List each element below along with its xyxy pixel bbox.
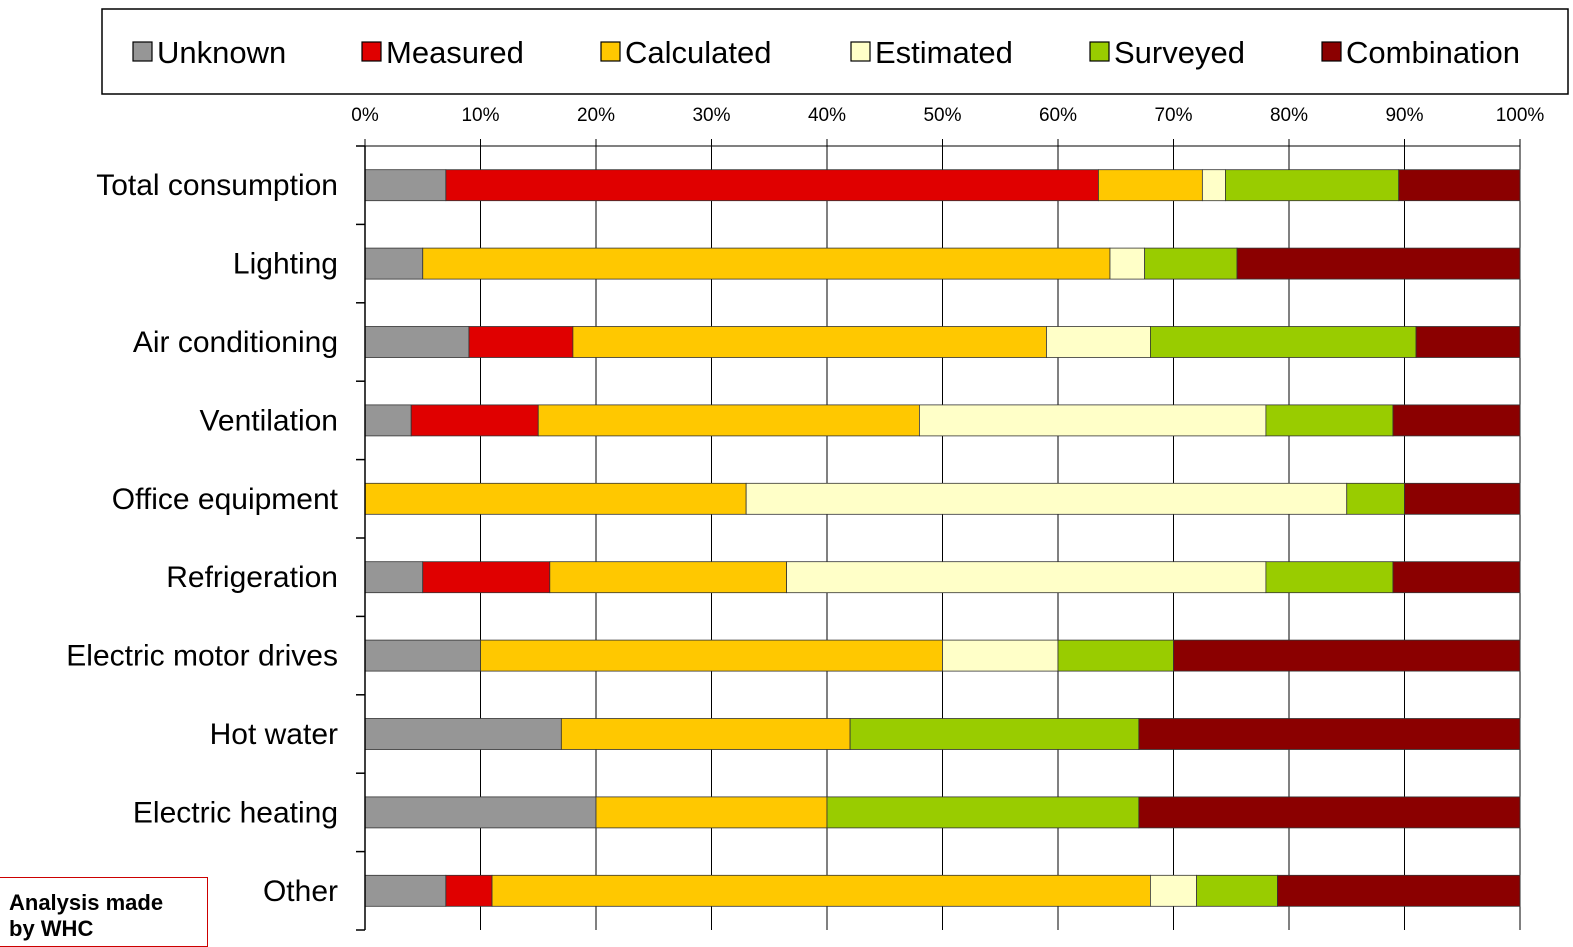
category-label: Electric motor drives	[66, 640, 338, 673]
bar-segment-estimated	[1109, 247, 1146, 280]
bar-segment-estimated	[1150, 874, 1198, 907]
bar-segment-measured	[468, 326, 574, 358]
bar-segment-calculated	[595, 796, 828, 829]
bar-segment-unknown	[364, 718, 562, 750]
bar-segment-combination	[1392, 561, 1521, 594]
legend-swatch-unknown	[132, 41, 153, 62]
legend: Unknown Measured Calculated Estimated Survey…	[132, 35, 1520, 70]
category-label: Electric heating	[133, 796, 338, 829]
bar-segment-surveyed	[1225, 169, 1400, 202]
bar-segment-calculated	[549, 561, 787, 594]
bar-segment-calculated	[1098, 169, 1203, 202]
bar-segment-unknown	[364, 796, 597, 829]
x-tick-label: 20%	[577, 105, 615, 126]
bar-segment-calculated	[364, 482, 747, 515]
bar-segment-combination	[1173, 639, 1521, 672]
bar-segment-measured	[445, 874, 493, 907]
analysis-note-line2: by WHC	[9, 916, 94, 941]
category-label: Hot water	[210, 718, 338, 751]
bar-segment-measured	[410, 404, 539, 437]
legend-label-combination: Combination	[1346, 35, 1520, 70]
bar-segment-estimated	[1046, 326, 1151, 358]
legend-label-unknown: Unknown	[157, 35, 286, 70]
bar-segment-estimated	[919, 404, 1267, 437]
category-label: Office equipment	[112, 483, 339, 516]
x-tick-label: 70%	[1154, 105, 1192, 126]
legend-swatch-measured	[361, 41, 382, 62]
bar-segment-unknown	[364, 639, 481, 672]
legend-label-calculated: Calculated	[625, 35, 771, 70]
category-label: Refrigeration	[166, 561, 338, 594]
category-label: Lighting	[233, 248, 338, 281]
legend-label-measured: Measured	[386, 35, 524, 70]
bar-segment-unknown	[364, 561, 424, 594]
bar-segment-surveyed	[826, 796, 1140, 829]
bars	[364, 169, 1521, 907]
bar-segment-surveyed	[1265, 404, 1394, 437]
bar-segment-surveyed	[1057, 639, 1174, 672]
x-tick-label: 30%	[692, 105, 730, 126]
category-label: Other	[263, 875, 338, 908]
bar-segment-unknown	[364, 326, 470, 358]
bar-segment-surveyed	[1196, 874, 1278, 907]
bar-segment-unknown	[364, 874, 447, 907]
bar-segment-unknown	[364, 169, 447, 202]
bar-segment-measured	[422, 561, 551, 594]
bar-segment-combination	[1138, 718, 1521, 750]
bar-segment-surveyed	[1150, 326, 1417, 358]
legend-swatch-calculated	[600, 41, 621, 62]
x-tick-label: 90%	[1385, 105, 1423, 126]
bar-segment-calculated	[480, 639, 943, 672]
x-tick-label: 100%	[1496, 105, 1545, 126]
x-tick-label: 80%	[1270, 105, 1308, 126]
bar-segment-combination	[1404, 482, 1521, 515]
bar-segment-calculated	[491, 874, 1151, 907]
x-tick-labels: 0% 10% 20% 30% 40% 50% 60% 70% 80% 90% 100%	[351, 105, 1544, 126]
bar-segment-combination	[1236, 247, 1521, 280]
analysis-note-line1: Analysis made	[9, 890, 164, 915]
x-tick-label: 10%	[461, 105, 499, 126]
bar-segment-calculated	[537, 404, 920, 437]
category-label: Ventilation	[200, 404, 338, 437]
bar-segment-measured	[445, 169, 1099, 202]
legend-label-estimated: Estimated	[875, 35, 1013, 70]
bar-segment-combination	[1392, 404, 1521, 437]
bar-segment-combination	[1138, 796, 1521, 829]
bar-segment-surveyed	[1265, 561, 1394, 594]
x-tick-label: 60%	[1039, 105, 1077, 126]
bar-segment-combination	[1415, 326, 1521, 358]
bar-segment-unknown	[364, 247, 424, 280]
bar-segment-calculated	[560, 718, 851, 750]
legend-swatch-combination	[1321, 41, 1342, 62]
bar-segment-combination	[1277, 874, 1521, 907]
category-labels: Total consumption Lighting Air conditionin…	[66, 169, 338, 908]
bar-segment-calculated	[572, 326, 1047, 358]
category-label: Air conditioning	[133, 326, 338, 359]
legend-swatch-surveyed	[1089, 41, 1110, 62]
x-tick-label: 40%	[808, 105, 846, 126]
bar-segment-estimated	[786, 561, 1267, 594]
category-label: Total consumption	[96, 169, 338, 202]
analysis-note: Analysis made by WHC	[0, 877, 208, 947]
x-tick-label: 50%	[923, 105, 961, 126]
bar-segment-surveyed	[1346, 482, 1405, 515]
bar-segment-combination	[1398, 169, 1521, 202]
bar-segment-surveyed	[1144, 247, 1238, 280]
legend-label-surveyed: Surveyed	[1114, 35, 1245, 70]
y-axis	[356, 139, 1521, 931]
x-tick-label: 0%	[351, 105, 379, 126]
bar-segment-unknown	[364, 404, 412, 437]
bar-segment-calculated	[422, 247, 1111, 280]
bar-segment-estimated	[745, 482, 1348, 515]
bar-segment-estimated	[942, 639, 1059, 672]
bar-segment-surveyed	[849, 718, 1140, 750]
bar-segment-estimated	[1201, 169, 1226, 202]
legend-swatch-estimated	[850, 41, 871, 62]
